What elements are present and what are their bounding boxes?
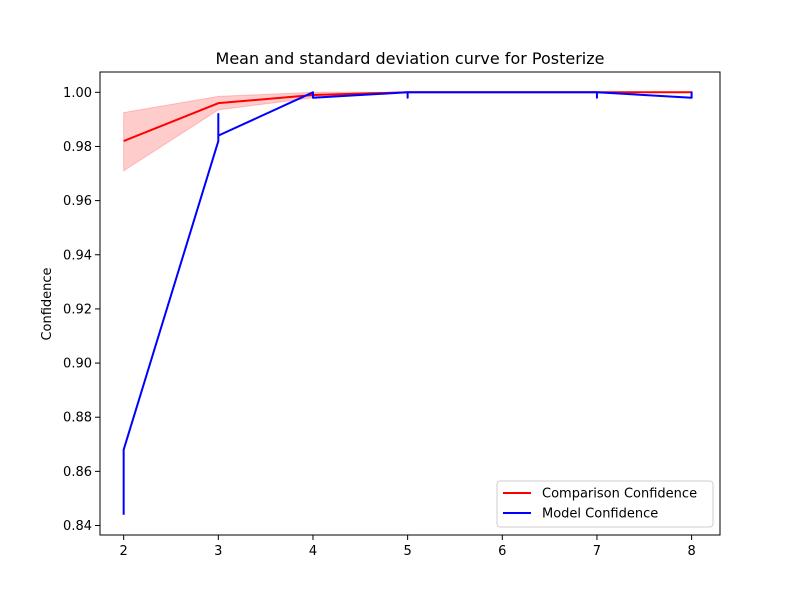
plot-area [122, 91, 693, 515]
y-tick-label: 0.86 [63, 465, 92, 480]
x-axis: 2 3 4 5 6 7 8 [120, 535, 696, 559]
x-tick-label: 7 [593, 544, 601, 559]
x-tick-label: 3 [214, 544, 222, 559]
legend: Comparison Confidence Model Confidence [496, 480, 714, 528]
x-tick-label: 2 [120, 544, 128, 559]
series-line-model [122, 91, 693, 515]
x-tick-label: 4 [309, 544, 317, 559]
y-tick-label: 0.84 [63, 519, 92, 534]
x-tick-label: 5 [403, 544, 411, 559]
y-tick-label: 0.88 [63, 411, 92, 426]
y-tick-label: 0.90 [63, 357, 92, 372]
y-tick-label: 0.92 [63, 302, 92, 317]
y-tick-label: 1.00 [63, 86, 92, 101]
y-tick-label: 0.94 [63, 248, 92, 263]
x-tick-label: 8 [687, 544, 695, 559]
y-axis-label: Confidence [40, 267, 55, 340]
axes-frame [99, 71, 721, 536]
y-tick-label: 0.98 [63, 140, 92, 155]
legend-label: Comparison Confidence [542, 487, 697, 502]
y-axis: 0.84 0.86 0.88 0.90 0.92 0.94 0.96 0.98 1.00 [63, 86, 100, 534]
x-tick-label: 6 [498, 544, 506, 559]
y-tick-label: 0.96 [63, 194, 92, 209]
legend-label: Model Confidence [542, 507, 658, 522]
legend-box [496, 480, 714, 528]
chart-title: Mean and standard deviation curve for Po… [216, 49, 605, 68]
